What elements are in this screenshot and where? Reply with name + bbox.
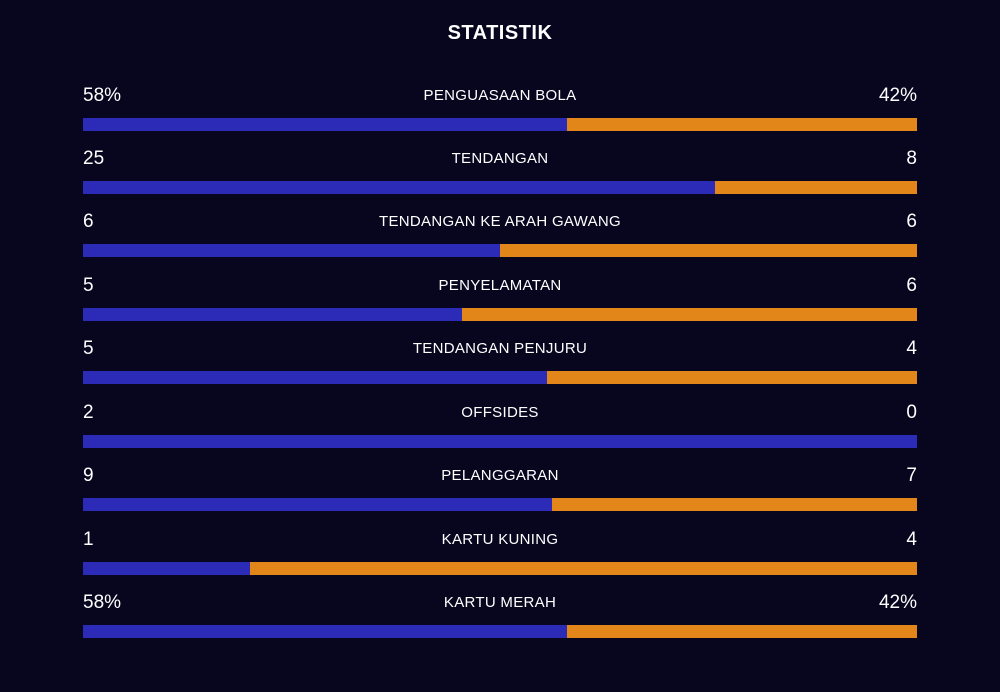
stat-row-yellow-cards: 1 KARTU KUNING 4 bbox=[83, 527, 917, 577]
away-bar-segment bbox=[715, 181, 917, 194]
comparison-bar bbox=[83, 371, 917, 384]
home-value: 5 bbox=[83, 338, 94, 359]
comparison-bar bbox=[83, 625, 917, 638]
stat-label: TENDANGAN PENJURU bbox=[412, 340, 588, 357]
comparison-bar bbox=[83, 181, 917, 194]
away-value: 8 bbox=[906, 148, 917, 169]
away-bar-segment bbox=[249, 562, 917, 575]
away-bar-segment bbox=[462, 308, 917, 321]
comparison-bar bbox=[83, 435, 917, 448]
away-value: 7 bbox=[906, 465, 917, 486]
home-value: 58% bbox=[83, 592, 122, 613]
stat-label: KARTU MERAH bbox=[443, 594, 557, 611]
stat-label: TENDANGAN KE ARAH GAWANG bbox=[379, 213, 621, 230]
away-value: 42% bbox=[878, 592, 917, 613]
away-value: 0 bbox=[906, 402, 917, 423]
comparison-bar bbox=[83, 308, 917, 321]
home-value: 1 bbox=[83, 529, 94, 550]
stat-row-corners: 5 TENDANGAN PENJURU 4 bbox=[83, 336, 917, 386]
stat-row-shots-on-target: 6 TENDANGAN KE ARAH GAWANG 6 bbox=[83, 209, 917, 259]
home-bar-segment bbox=[83, 371, 547, 384]
home-bar-segment bbox=[83, 118, 567, 131]
stat-label: TENDANGAN bbox=[451, 150, 549, 167]
away-bar-segment bbox=[546, 371, 917, 384]
comparison-bar bbox=[83, 244, 917, 257]
away-bar-segment bbox=[566, 118, 917, 131]
away-bar-segment bbox=[500, 244, 917, 257]
stat-row-possession: 58% PENGUASAAN BOLA 42% bbox=[83, 83, 917, 133]
home-value: 9 bbox=[83, 465, 94, 486]
home-value: 2 bbox=[83, 402, 94, 423]
home-value: 58% bbox=[83, 85, 122, 106]
home-bar-segment bbox=[83, 181, 716, 194]
stat-row-fouls: 9 PELANGGARAN 7 bbox=[83, 463, 917, 513]
page-title: STATISTIK bbox=[447, 22, 553, 44]
comparison-bar bbox=[83, 562, 917, 575]
home-value: 25 bbox=[83, 148, 105, 169]
away-value: 4 bbox=[906, 338, 917, 359]
stat-label: OFFSIDES bbox=[461, 404, 539, 421]
stat-label: PELANGGARAN bbox=[441, 467, 559, 484]
away-value: 6 bbox=[906, 211, 917, 232]
home-bar-segment bbox=[83, 244, 500, 257]
away-value: 4 bbox=[906, 529, 917, 550]
stat-row-shots: 25 TENDANGAN 8 bbox=[83, 146, 917, 196]
comparison-bar bbox=[83, 498, 917, 511]
home-value: 5 bbox=[83, 275, 94, 296]
comparison-bar bbox=[83, 118, 917, 131]
stat-row-offsides: 2 OFFSIDES 0 bbox=[83, 400, 917, 450]
away-bar-segment bbox=[552, 498, 917, 511]
home-bar-segment bbox=[83, 625, 567, 638]
home-bar-segment bbox=[83, 562, 250, 575]
stat-row-saves: 5 PENYELAMATAN 6 bbox=[83, 273, 917, 323]
home-bar-segment bbox=[83, 498, 553, 511]
away-value: 42% bbox=[878, 85, 917, 106]
away-value: 6 bbox=[906, 275, 917, 296]
home-value: 6 bbox=[83, 211, 94, 232]
stat-label: KARTU KUNING bbox=[441, 531, 559, 548]
home-bar-segment bbox=[83, 308, 463, 321]
away-bar-segment bbox=[566, 625, 917, 638]
stat-label: PENGUASAAN BOLA bbox=[423, 87, 577, 104]
stat-row-red-cards: 58% KARTU MERAH 42% bbox=[83, 590, 917, 640]
stat-label: PENYELAMATAN bbox=[438, 277, 562, 294]
home-bar-segment bbox=[83, 435, 917, 448]
